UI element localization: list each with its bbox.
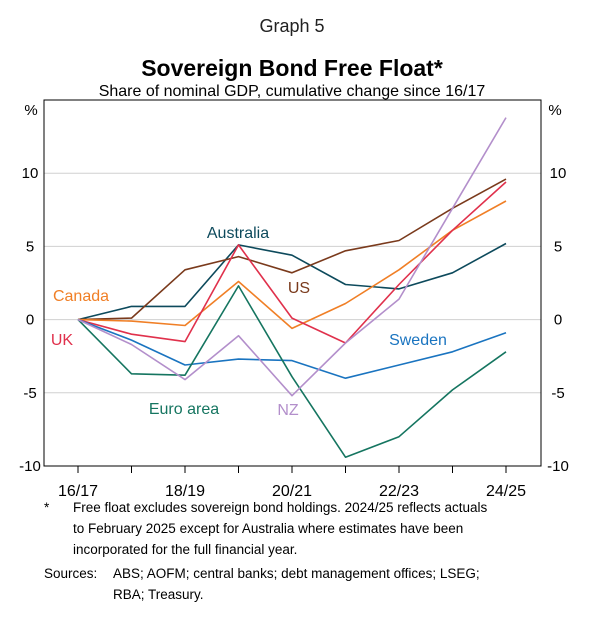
ticks (77, 466, 507, 473)
series-line-sweden (77, 318, 507, 380)
footnote-line-3: incorporated for the full financial year… (73, 542, 298, 557)
series-label-us: US (288, 280, 310, 297)
y-tick-label-left: -5 (23, 385, 36, 402)
y-tick-label-right: 5 (554, 238, 562, 255)
series-label-nz: NZ (277, 402, 299, 419)
series-line-euro-area (77, 285, 507, 459)
chart: Graph 5 Sovereign Bond Free Float* Share… (19, 16, 569, 497)
footnote-marker: * (44, 500, 50, 515)
series-line-australia (77, 242, 507, 321)
y-tick-label-right: -10 (547, 458, 569, 475)
sources-line-2: RBA; Treasury. (113, 587, 204, 602)
y-tick-label-left: 0 (26, 312, 34, 329)
y-tick-label-left: -10 (19, 458, 41, 475)
axis-labels: 10 10 5 5 0 0 -5 -5 -10 -10 16/17 18/19 20/21 22/23 24… (19, 165, 569, 497)
footnote-line-2: to February 2025 except for Australia wh… (73, 521, 464, 536)
y-tick-label-left: 10 (22, 165, 39, 182)
series-line-canada (77, 200, 507, 330)
footnote-line-1: Free float excludes sovereign bond holdi… (73, 500, 488, 515)
sources-label: Sources: (44, 566, 98, 581)
y-tick-label-right: 10 (550, 165, 567, 182)
series-label-sweden: Sweden (389, 332, 447, 349)
series-line-nz (77, 117, 507, 397)
x-tick-label: 20/21 (272, 483, 312, 497)
chart-subtitle: Share of nominal GDP, cumulative change … (99, 83, 486, 100)
x-tick-label: 24/25 (486, 483, 526, 497)
x-tick-label: 22/23 (379, 483, 419, 497)
series-line-us (77, 178, 507, 321)
y-tick-label-left: 5 (26, 238, 34, 255)
y-axis-unit-left: % (24, 102, 37, 119)
series-label-euro-area: Euro area (149, 401, 219, 418)
y-tick-label-right: -5 (551, 385, 564, 402)
series-lines (77, 117, 507, 459)
series-line-uk (77, 181, 507, 344)
series-label-canada: Canada (53, 288, 109, 305)
graph-number: Graph 5 (259, 16, 324, 36)
grid (44, 172, 541, 394)
series-label-uk: UK (51, 332, 74, 349)
chart-title: Sovereign Bond Free Float* (141, 55, 443, 81)
x-tick-label: 16/17 (58, 483, 98, 497)
y-tick-label-right: 0 (554, 312, 562, 329)
sources-line-1: ABS; AOFM; central banks; debt managemen… (113, 566, 480, 581)
y-axis-unit-right: % (548, 102, 561, 119)
series-label-australia: Australia (207, 225, 269, 242)
x-tick-label: 18/19 (165, 483, 205, 497)
